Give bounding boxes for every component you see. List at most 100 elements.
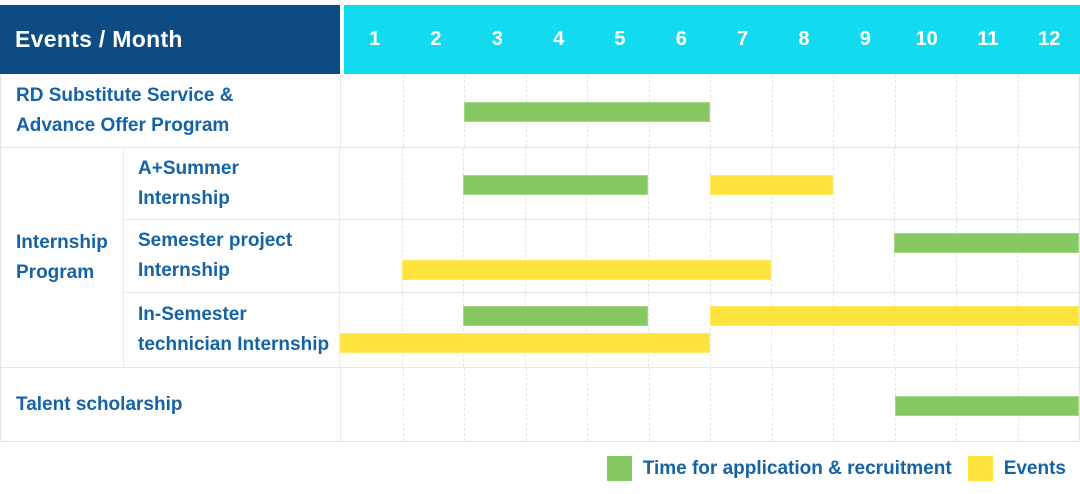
row-label-line: Talent scholarship xyxy=(16,393,183,415)
row-label-line: A+Summer xyxy=(138,157,239,179)
month-header-label: 5 xyxy=(614,28,626,50)
application-bar xyxy=(464,102,710,122)
month-gridline xyxy=(832,293,834,367)
month-gridline xyxy=(402,368,404,441)
month-gridline xyxy=(524,293,526,367)
events-month-header-label: Events / Month xyxy=(15,26,183,52)
subrow-label: In-Semester technician Internship xyxy=(124,293,340,367)
row-label-line: In-Semester xyxy=(138,304,247,325)
group-rows: A+Summer Internship Semester project Intern… xyxy=(124,148,1079,367)
month-gridline xyxy=(648,368,650,441)
row-chart-area xyxy=(341,75,1079,147)
legend: Time for application & recruitment Event… xyxy=(0,442,1080,494)
month-gridline xyxy=(771,293,773,367)
month-gridline xyxy=(709,220,711,292)
month-gridline xyxy=(833,368,834,441)
month-gridline xyxy=(586,293,588,367)
application-bar xyxy=(894,233,1079,253)
month-gridline xyxy=(647,220,649,292)
month-gridline xyxy=(955,148,957,219)
month-gridline xyxy=(894,148,896,219)
month-gridline xyxy=(587,368,588,441)
subrow-label: A+Summer Internship xyxy=(124,148,340,219)
header-divider xyxy=(340,5,344,74)
row-label-line: RD Substitute Service & xyxy=(16,85,234,106)
month-gridline xyxy=(1017,75,1019,147)
application-swatch-icon xyxy=(606,456,632,481)
events-month-header-cell: Events / Month xyxy=(0,5,340,74)
month-gridline xyxy=(833,75,834,147)
schedule-row: Talent scholarship xyxy=(1,368,1079,441)
month-gridline xyxy=(832,220,834,292)
schedule-subrow: In-Semester technician Internship xyxy=(124,293,1079,367)
month-gridline xyxy=(401,148,403,219)
month-gridline xyxy=(463,220,465,292)
month-gridline xyxy=(710,368,711,441)
events-swatch-icon xyxy=(967,456,993,481)
month-gridline xyxy=(955,293,957,367)
month-header-label: 11 xyxy=(977,28,999,50)
month-header-label: 7 xyxy=(737,28,749,50)
legend-application-label: Time for application & recruitment xyxy=(642,457,952,479)
row-label-line: Internship xyxy=(138,260,230,281)
month-gridline xyxy=(586,220,588,292)
month-gridline xyxy=(402,75,404,147)
month-gridline xyxy=(894,75,896,147)
row-label-line: Advance Offer Program xyxy=(16,115,230,136)
month-gridline xyxy=(525,368,527,441)
row-chart-area xyxy=(340,148,1079,219)
month-gridline xyxy=(1017,148,1019,219)
gantt-body: RD Substitute Service & Advance Offer Pro… xyxy=(0,75,1080,442)
month-gridline xyxy=(1017,220,1019,292)
legend-item-events: Events xyxy=(967,456,1066,481)
events-bar xyxy=(340,333,710,353)
month-header-label: 3 xyxy=(491,28,503,50)
schedule-group: Internship Program A+Summer Internship Semes… xyxy=(1,148,1079,368)
month-gridline xyxy=(1017,293,1019,367)
legend-events-label: Events xyxy=(1003,457,1066,479)
month-gridline xyxy=(771,75,773,147)
events-bar xyxy=(709,174,833,195)
row-label: RD Substitute Service & Advance Offer Pro… xyxy=(1,75,341,147)
month-gridline xyxy=(894,220,896,292)
month-header-label: 6 xyxy=(675,28,687,50)
month-gridline xyxy=(401,220,403,292)
row-label-line: Internship xyxy=(16,231,108,253)
subrow-label: Semester project Internship xyxy=(124,220,340,292)
month-gridline xyxy=(955,220,957,292)
month-gridline xyxy=(709,293,711,367)
row-chart-area xyxy=(341,368,1079,441)
row-label: Talent scholarship xyxy=(1,368,341,441)
month-gridline xyxy=(524,220,526,292)
events-bar xyxy=(709,306,1079,326)
month-header-label: 1 xyxy=(369,28,381,50)
row-label-line: technician Internship xyxy=(138,334,330,355)
month-gridline xyxy=(401,293,403,367)
month-header-label: 12 xyxy=(1038,28,1061,50)
month-header-label: 10 xyxy=(915,28,938,50)
month-gridline xyxy=(647,293,649,367)
month-header-label: 4 xyxy=(553,28,565,50)
month-gridline xyxy=(956,75,957,147)
month-gridline xyxy=(463,293,465,367)
application-bar xyxy=(463,306,648,326)
events-bar xyxy=(401,260,772,280)
row-label-line: Internship xyxy=(138,187,230,209)
row-label-line: Semester project xyxy=(138,230,293,251)
legend-item-application: Time for application & recruitment xyxy=(606,456,952,481)
application-bar xyxy=(894,395,1079,416)
month-gridline xyxy=(832,148,834,219)
month-gridline xyxy=(894,293,896,367)
months-header: 1 2 3 4 5 6 7 8 9 10 11 12 xyxy=(344,5,1080,74)
month-gridline xyxy=(647,148,649,219)
schedule-row: RD Substitute Service & Advance Offer Pro… xyxy=(1,75,1079,148)
table-header-row: Events / Month 1 2 3 4 5 6 7 8 9 10 11 12 xyxy=(0,5,1080,74)
month-header-label: 2 xyxy=(430,28,442,50)
month-gridline xyxy=(710,75,711,147)
month-header-label: 9 xyxy=(859,28,871,50)
month-header-label: 8 xyxy=(798,28,810,50)
row-chart-area xyxy=(340,293,1079,367)
application-bar xyxy=(463,174,648,195)
row-chart-area xyxy=(340,220,1079,292)
